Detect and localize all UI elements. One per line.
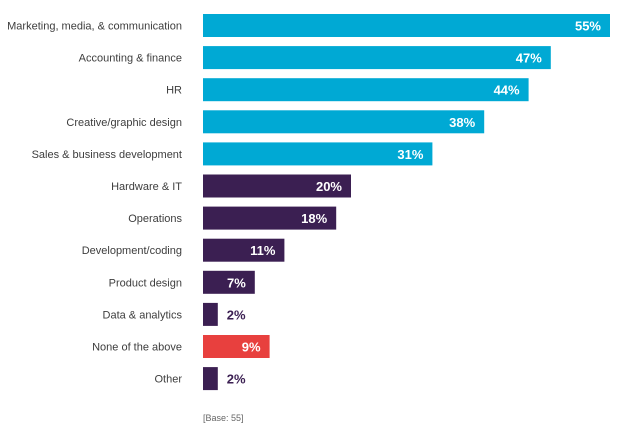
value-label-other: 2% <box>227 372 246 387</box>
value-label-data-analytics: 2% <box>227 307 246 322</box>
value-labels-group: 55% 47% 44% 38% 31% 20% 18% 11% 7% 2% 9% 2% <box>227 19 602 387</box>
category-label-none-of-the-above: None of the above <box>92 342 182 354</box>
bar-other <box>203 367 218 391</box>
value-label-operations: 18% <box>301 211 327 226</box>
category-label-hardware-it: Hardware & IT <box>111 181 182 193</box>
category-label-accounting-finance: Accounting & finance <box>79 53 182 65</box>
bar-accounting-finance <box>203 46 551 70</box>
value-label-creative-graphic-design: 38% <box>449 115 475 130</box>
value-label-hr: 44% <box>494 83 520 98</box>
bar-hardware-it <box>203 174 351 198</box>
value-label-development-coding: 11% <box>250 243 276 258</box>
value-label-hardware-it: 20% <box>316 179 342 194</box>
bars-group <box>203 14 610 391</box>
category-label-sales-business-development: Sales & business development <box>32 149 182 161</box>
bar-data-analytics <box>203 302 218 326</box>
category-label-operations: Operations <box>128 213 182 225</box>
category-label-marketing-media-communication: Marketing, media, & communication <box>7 21 182 33</box>
bar-development-coding <box>203 238 285 262</box>
value-label-marketing-media-communication: 55% <box>575 19 601 34</box>
category-label-creative-graphic-design: Creative/graphic design <box>66 117 182 129</box>
category-label-product-design: Product design <box>109 277 182 289</box>
bar-hr <box>203 78 529 102</box>
category-label-development-coding: Development/coding <box>82 245 182 257</box>
bar-operations <box>203 206 337 230</box>
category-label-hr: HR <box>166 85 182 97</box>
value-label-accounting-finance: 47% <box>516 51 542 66</box>
bar-product-design <box>203 270 255 294</box>
value-label-product-design: 7% <box>227 275 246 290</box>
bar-marketing-media-communication <box>203 14 610 37</box>
category-label-data-analytics: Data & analytics <box>103 309 183 321</box>
bar-sales-business-development <box>203 142 433 166</box>
value-label-sales-business-development: 31% <box>397 147 423 162</box>
base-footnote: [Base: 55] <box>203 413 244 423</box>
category-label-other: Other <box>154 374 182 386</box>
bar-none-of-the-above <box>203 335 270 358</box>
category-labels-group: Marketing, media, & communication Account… <box>7 21 182 386</box>
bar-creative-graphic-design <box>203 110 485 134</box>
value-label-none-of-the-above: 9% <box>242 340 261 355</box>
